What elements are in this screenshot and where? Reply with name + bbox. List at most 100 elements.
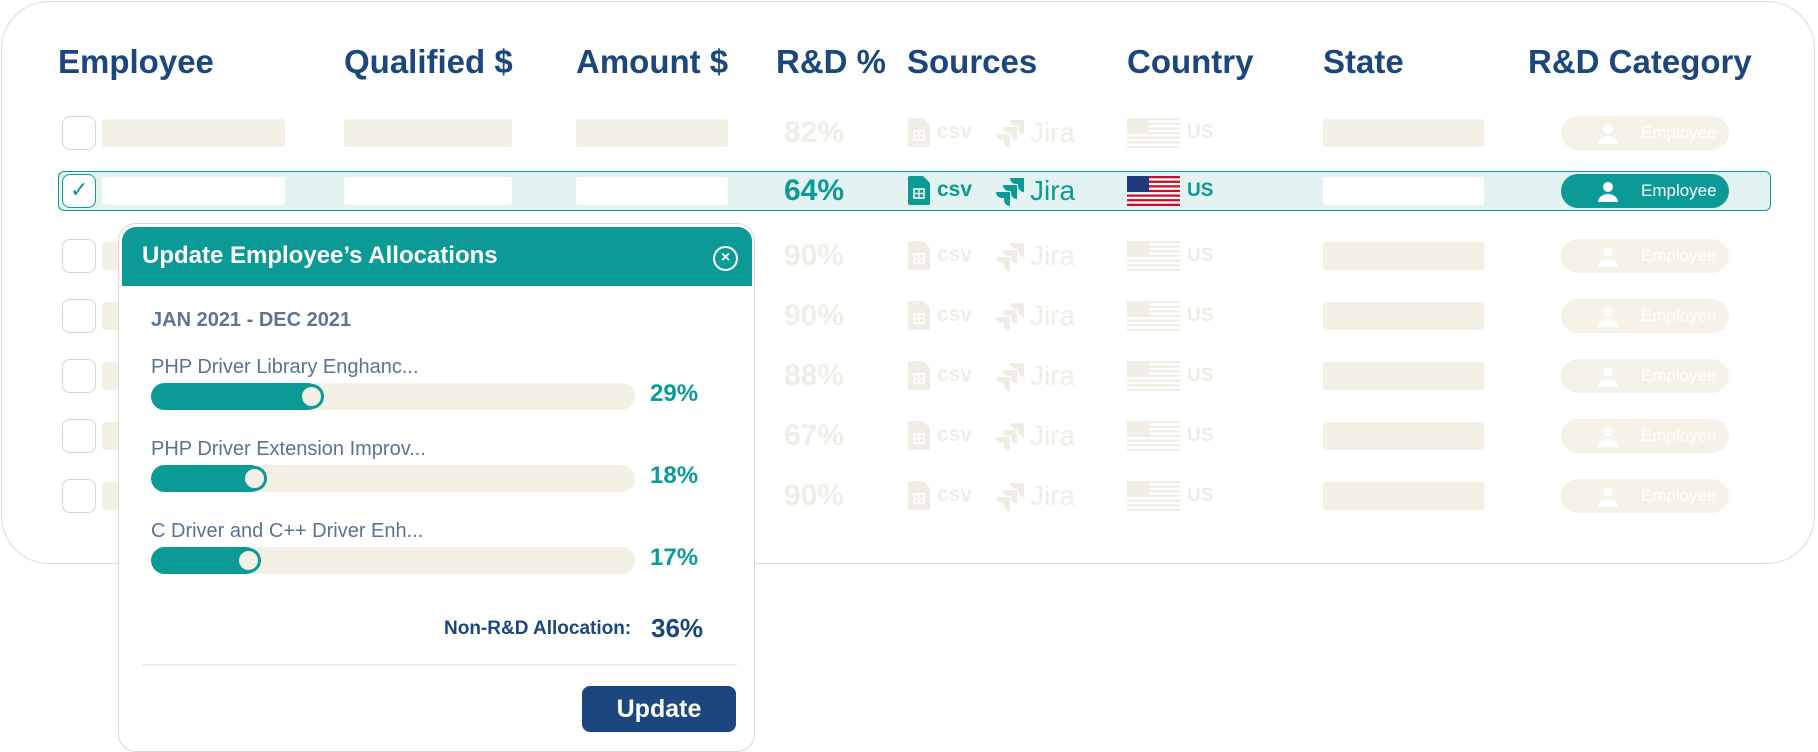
rd-category-label: Employee	[1641, 123, 1717, 142]
user-icon	[1598, 307, 1618, 327]
rd-category-label: Employee	[1641, 306, 1717, 325]
modal-title: Update Employee’s Allocations	[142, 242, 498, 269]
allocation-label-1: PHP Driver Library Enghanc...	[151, 356, 419, 378]
jira-logo-icon	[996, 178, 1024, 206]
qualified-amount-placeholder	[344, 119, 512, 147]
jira-logo-icon	[996, 120, 1024, 148]
country-code: US	[1187, 485, 1214, 506]
non-rd-allocation-label: Non-R&D Allocation:	[444, 618, 632, 639]
source-csv-label: csv	[937, 243, 973, 266]
user-icon	[1598, 427, 1618, 447]
state-placeholder	[1323, 422, 1484, 450]
jira-logo-icon	[996, 243, 1024, 271]
rd-percent-value: 90%	[784, 239, 845, 272]
country-code: US	[1187, 245, 1214, 266]
rd-category-badge[interactable]: Employee	[1561, 239, 1729, 273]
country-code: US	[1187, 365, 1214, 386]
row-checkbox[interactable]: ✓	[62, 174, 96, 208]
column-header-country[interactable]: Country	[1127, 43, 1254, 80]
source-jira-label: Jira	[1030, 480, 1076, 511]
rd-category-badge[interactable]: Employee	[1561, 116, 1729, 150]
row-checkbox[interactable]	[62, 116, 96, 150]
spreadsheet-icon	[908, 421, 930, 450]
spreadsheet-icon	[908, 241, 930, 270]
jira-logo-icon	[996, 363, 1024, 391]
row-checkbox[interactable]	[62, 359, 96, 393]
column-header-amount[interactable]: Amount $	[576, 43, 729, 80]
allocation-slider-1[interactable]	[151, 383, 635, 410]
row-checkbox[interactable]	[62, 299, 96, 333]
rd-category-badge[interactable]: Employee	[1561, 479, 1729, 513]
row-checkbox[interactable]	[62, 479, 96, 513]
us-flag-icon	[1127, 176, 1180, 206]
spreadsheet-icon	[908, 481, 930, 510]
allocation-label-3: C Driver and C++ Driver Enh...	[151, 520, 424, 542]
country-code: US	[1187, 425, 1214, 446]
us-flag-icon	[1127, 481, 1180, 511]
state-placeholder	[1323, 482, 1484, 510]
user-icon	[1598, 247, 1618, 267]
allocation-percent-2: 18%	[650, 462, 699, 489]
state-placeholder	[1323, 242, 1484, 270]
state-placeholder	[1323, 119, 1484, 147]
column-header-rd-percent[interactable]: R&D %	[776, 43, 887, 80]
user-icon	[1598, 487, 1618, 507]
user-icon	[1598, 182, 1618, 202]
source-jira-label: Jira	[1030, 420, 1076, 451]
column-header-employee[interactable]: Employee	[58, 43, 214, 80]
row-checkbox[interactable]	[62, 419, 96, 453]
jira-logo-icon	[996, 303, 1024, 331]
allocation-slider-handle[interactable]	[236, 548, 262, 573]
state-placeholder	[1323, 362, 1484, 390]
employee-name-placeholder	[102, 177, 285, 205]
source-csv-label: csv	[937, 303, 973, 326]
us-flag-icon	[1127, 241, 1180, 271]
column-header-state[interactable]: State	[1323, 43, 1404, 80]
column-header-qualified[interactable]: Qualified $	[344, 43, 513, 80]
rd-category-label: Employee	[1641, 486, 1717, 505]
allocation-slider-handle[interactable]	[241, 466, 267, 491]
column-header-rd-category[interactable]: R&D Category	[1528, 43, 1752, 80]
allocation-period: JAN 2021 - DEC 2021	[151, 309, 352, 331]
allocation-slider-handle[interactable]	[298, 384, 324, 409]
rd-category-label: Employee	[1641, 426, 1717, 445]
rd-percent-value: 88%	[784, 359, 845, 392]
source-jira-label: Jira	[1030, 117, 1076, 148]
state-placeholder	[1323, 177, 1484, 205]
rd-percent-value: 64%	[784, 174, 845, 207]
source-jira-label: Jira	[1030, 300, 1076, 331]
source-csv-label: csv	[937, 483, 973, 506]
table-row[interactable]: 82% csv Jira US Employee	[0, 113, 1818, 165]
us-flag-icon	[1127, 421, 1180, 451]
rd-percent-value: 90%	[784, 479, 845, 512]
close-icon[interactable]: ×	[713, 246, 738, 271]
source-csv-label: csv	[937, 120, 973, 143]
us-flag-icon	[1127, 301, 1180, 331]
rd-category-badge[interactable]: Employee	[1561, 359, 1729, 393]
source-jira-label: Jira	[1030, 360, 1076, 391]
us-flag-icon	[1127, 361, 1180, 391]
spreadsheet-icon	[908, 118, 930, 147]
allocation-percent-3: 17%	[650, 544, 699, 571]
rd-category-badge[interactable]: Employee	[1561, 419, 1729, 453]
rd-category-badge[interactable]: Employee	[1561, 299, 1729, 333]
qualified-amount-placeholder	[344, 177, 512, 205]
source-jira-label: Jira	[1030, 240, 1076, 271]
allocation-slider-3[interactable]	[151, 547, 635, 574]
rd-percent-value: 82%	[784, 116, 845, 149]
source-csv-label: csv	[937, 423, 973, 446]
table-row[interactable]: ✓ 64% csv Jira US Employee	[0, 171, 1818, 223]
column-header-sources[interactable]: Sources	[907, 43, 1038, 80]
user-icon	[1598, 124, 1618, 144]
jira-logo-icon	[996, 483, 1024, 511]
country-code: US	[1187, 180, 1214, 201]
row-checkbox[interactable]	[62, 239, 96, 273]
amount-placeholder	[576, 119, 728, 147]
rd-category-badge[interactable]: Employee	[1561, 174, 1729, 208]
update-button[interactable]: Update	[582, 686, 736, 732]
allocation-percent-1: 29%	[650, 380, 699, 407]
rd-percent-value: 67%	[784, 419, 845, 452]
spreadsheet-icon	[908, 176, 930, 205]
checkmark-icon: ✓	[70, 177, 89, 202]
allocation-slider-2[interactable]	[151, 465, 635, 492]
